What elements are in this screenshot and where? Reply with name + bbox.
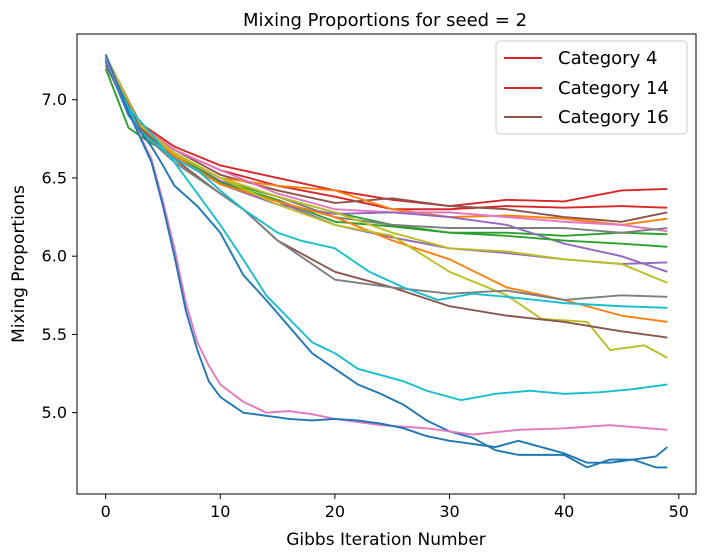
x-tick-label: 0 xyxy=(101,502,111,521)
x-axis-ticks: 0 10 20 30 40 50 xyxy=(101,494,689,521)
legend-box xyxy=(495,40,688,135)
x-tick-label: 50 xyxy=(669,502,689,521)
x-tick-label: 20 xyxy=(325,502,345,521)
legend-label-category-16: Category 16 xyxy=(558,107,669,128)
legend-label-category-14: Category 14 xyxy=(558,78,669,99)
y-tick-label: 5.0 xyxy=(42,403,67,422)
plot-frame xyxy=(76,33,697,495)
legend-label-category-4: Category 4 xyxy=(558,48,657,69)
y-tick-label: 7.0 xyxy=(42,90,67,109)
series-line-3 xyxy=(104,58,668,223)
legend: Category 4 Category 14 Category 16 xyxy=(495,40,688,135)
chart-title: Mixing Proportions for seed = 2 xyxy=(243,10,527,31)
series-layer xyxy=(104,53,668,469)
series-line-20 xyxy=(104,53,668,469)
x-tick-label: 40 xyxy=(554,502,574,521)
series-line-17 xyxy=(104,58,668,402)
x-axis-label: Gibbs Iteration Number xyxy=(286,530,486,550)
y-axis-ticks: 5.0 5.5 6.0 6.5 7.0 xyxy=(42,90,77,422)
y-tick-label: 6.5 xyxy=(42,168,67,187)
x-tick-label: 10 xyxy=(210,502,230,521)
series-line-15 xyxy=(104,64,668,301)
series-line-16 xyxy=(104,60,668,309)
y-tick-label: 5.5 xyxy=(42,325,67,344)
series-line-10 xyxy=(104,64,668,248)
y-axis-label: Mixing Proportions xyxy=(9,185,29,343)
x-tick-label: 30 xyxy=(439,502,459,521)
series-line-18 xyxy=(104,60,668,469)
series-line-13 xyxy=(104,55,668,359)
y-tick-label: 6.0 xyxy=(42,247,67,266)
